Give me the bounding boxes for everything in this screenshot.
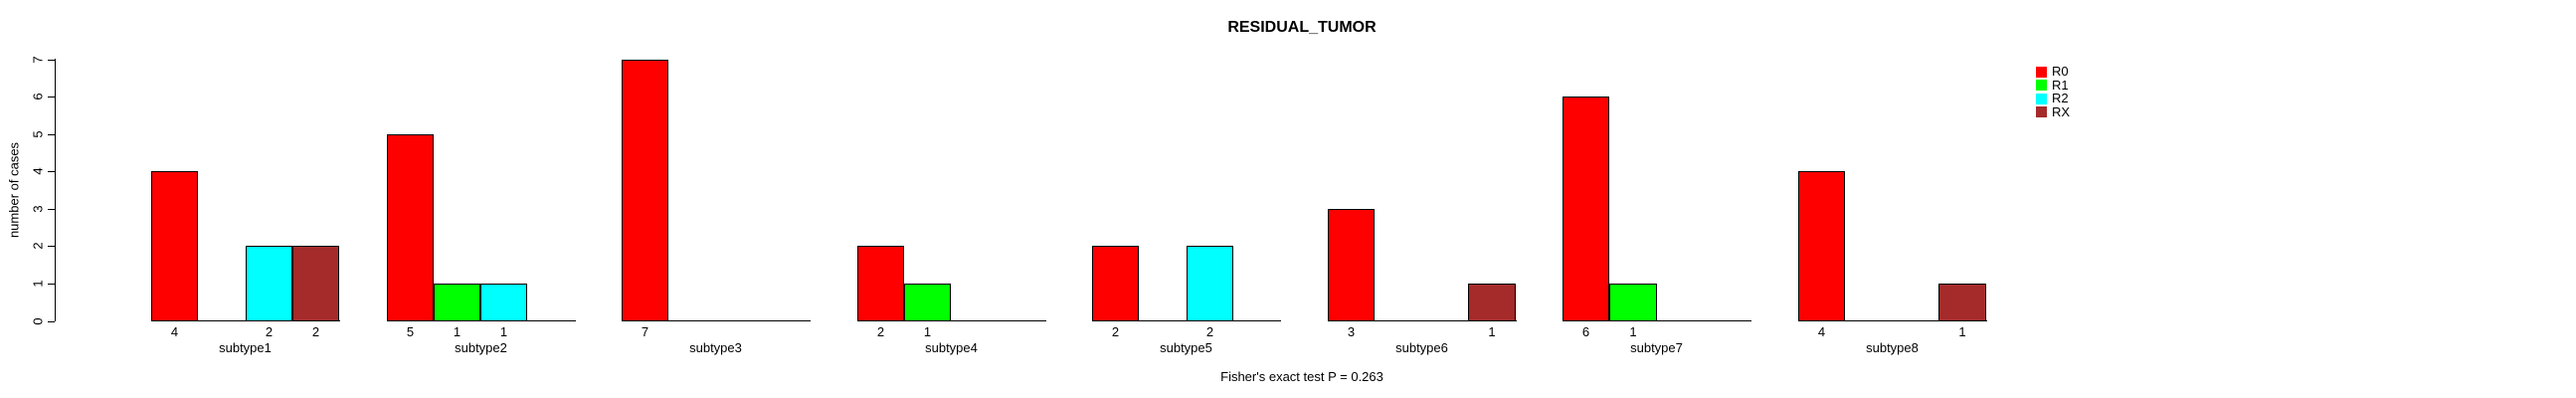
- y-axis-tick-label: 3: [30, 205, 46, 213]
- bar: [1328, 209, 1375, 321]
- bar: [151, 171, 198, 321]
- y-axis-tick: [48, 321, 55, 322]
- y-axis-tick-label: 7: [30, 56, 46, 64]
- bar: [434, 284, 480, 321]
- legend-swatch: [2036, 93, 2047, 104]
- legend-item: R2: [2036, 91, 2069, 105]
- y-axis-tick-label: 2: [30, 242, 46, 250]
- bar-value-label: 1: [499, 324, 508, 339]
- group-label: subtype5: [1160, 340, 1212, 355]
- group-label: subtype1: [219, 340, 272, 355]
- bar: [1187, 246, 1233, 321]
- bar-value-label: 4: [170, 324, 179, 339]
- bar-value-label: 1: [1488, 324, 1496, 339]
- group-baseline: [1328, 320, 1517, 321]
- bar-value-label: 5: [406, 324, 415, 339]
- bar: [904, 284, 951, 321]
- legend-label: RX: [2052, 103, 2071, 119]
- y-axis-tick-label: 5: [30, 130, 46, 138]
- bar: [480, 284, 527, 321]
- y-axis-tick: [48, 97, 55, 98]
- bar-value-label: 1: [1958, 324, 1966, 339]
- bar-value-label: 2: [311, 324, 320, 339]
- bar-value-label: 3: [1347, 324, 1356, 339]
- y-axis-line: [55, 59, 56, 321]
- group-label: subtype4: [925, 340, 978, 355]
- bar: [1609, 284, 1657, 321]
- group-baseline: [622, 320, 811, 321]
- legend-swatch: [2036, 106, 2047, 117]
- y-axis-tick-label: 1: [30, 280, 46, 288]
- bar: [857, 246, 904, 321]
- bar: [1563, 97, 1609, 321]
- y-axis-title: number of cases: [6, 141, 22, 239]
- y-axis-tick-label: 6: [30, 93, 46, 100]
- group-label: subtype3: [689, 340, 742, 355]
- legend-label: R2: [2052, 91, 2069, 105]
- bar: [1798, 171, 1845, 321]
- chart-title: RESIDUAL_TUMOR: [1227, 19, 1377, 36]
- bar-value-label: 7: [641, 324, 649, 339]
- legend-item: R0: [2036, 64, 2069, 79]
- y-axis-tick: [48, 246, 55, 247]
- bar-value-label: 1: [453, 324, 461, 339]
- group-label: subtype2: [455, 340, 507, 355]
- legend-item: RX: [2036, 103, 2071, 119]
- y-axis-tick-label: 4: [30, 167, 46, 175]
- bar: [246, 246, 292, 321]
- y-axis-tick: [48, 171, 55, 172]
- legend-swatch: [2036, 80, 2047, 91]
- bar: [387, 134, 434, 321]
- bar-value-label: 2: [876, 324, 885, 339]
- legend-label: R1: [2052, 77, 2069, 93]
- bar-value-label: 4: [1817, 324, 1826, 339]
- legend-label: R0: [2052, 64, 2069, 79]
- bar-value-label: 1: [923, 324, 932, 339]
- bar-value-label: 1: [1629, 324, 1637, 339]
- bar-value-label: 6: [1581, 324, 1590, 339]
- legend-swatch: [2036, 66, 2047, 78]
- y-axis-tick: [48, 284, 55, 285]
- y-axis-tick: [48, 209, 55, 210]
- group-baseline: [857, 320, 1046, 321]
- bar: [1938, 284, 1986, 321]
- y-axis-tick-label: 0: [30, 317, 46, 325]
- bar-value-label: 2: [265, 324, 274, 339]
- bar: [292, 246, 339, 321]
- group-label: subtype8: [1866, 340, 1919, 355]
- bar: [1092, 246, 1139, 321]
- group-baseline: [1563, 320, 1751, 321]
- legend-item: R1: [2036, 77, 2069, 93]
- bar-value-label: 2: [1111, 324, 1120, 339]
- bar: [1468, 284, 1516, 321]
- group-label: subtype7: [1630, 340, 1683, 355]
- bar: [622, 60, 668, 321]
- pvalue-annotation: Fisher's exact test P = 0.263: [1220, 369, 1383, 384]
- group-baseline: [1798, 320, 1987, 321]
- bar-value-label: 2: [1205, 324, 1214, 339]
- group-label: subtype6: [1395, 340, 1448, 355]
- y-axis-tick: [48, 60, 55, 61]
- y-axis-tick: [48, 134, 55, 135]
